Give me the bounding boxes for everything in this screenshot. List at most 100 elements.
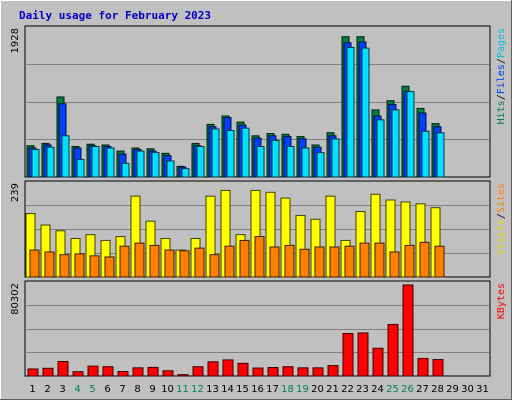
bar-pages-day-6 <box>106 147 115 178</box>
bar-sites-day-11 <box>179 250 190 278</box>
x-tick-label: 16 <box>251 384 264 395</box>
bar-kbytes-day-12 <box>192 366 204 377</box>
bar-kbytes-day-20 <box>312 367 324 377</box>
bar-sites-day-21 <box>329 246 340 278</box>
bar-pages-day-14 <box>226 129 235 178</box>
x-tick-label: 15 <box>236 384 249 395</box>
bar-pages-day-23 <box>361 47 370 178</box>
x-tick-label: 22 <box>341 384 354 395</box>
bar-pages-day-18 <box>286 146 295 178</box>
bar-pages-day-20 <box>316 152 325 178</box>
x-tick-label: 31 <box>476 384 489 395</box>
y-max-label: 239 <box>10 183 21 202</box>
bar-sites-day-7 <box>119 245 130 278</box>
bars-kbytes <box>27 284 444 377</box>
x-tick-label: 12 <box>191 384 204 395</box>
bars-hits-files-pages <box>26 36 445 178</box>
legend-visits: Visits <box>496 219 507 255</box>
x-tick-label: 3 <box>59 384 65 395</box>
bar-sites-day-3 <box>59 254 70 278</box>
bar-sites-day-19 <box>299 248 310 278</box>
bar-kbytes-day-21 <box>327 365 339 377</box>
bar-kbytes-day-25 <box>387 323 399 377</box>
bar-sites-day-13 <box>209 254 220 278</box>
bar-pages-day-2 <box>46 146 55 178</box>
bar-sites-day-22 <box>344 245 355 278</box>
x-tick-label: 9 <box>149 384 155 395</box>
x-tick-label: 13 <box>206 384 219 395</box>
x-tick-label: 14 <box>221 384 234 395</box>
bar-pages-day-8 <box>136 150 145 178</box>
legend-separator: / <box>496 94 507 100</box>
bar-sites-day-2 <box>44 251 55 278</box>
bar-kbytes-day-27 <box>417 357 429 377</box>
bar-pages-day-27 <box>421 130 430 178</box>
bar-pages-day-9 <box>151 152 160 178</box>
x-tick-label: 17 <box>266 384 279 395</box>
bar-kbytes-day-26 <box>402 284 414 377</box>
panel-legend: KBytes <box>496 283 507 319</box>
bar-sites-day-12 <box>194 247 205 278</box>
bar-pages-day-12 <box>196 146 205 178</box>
bar-sites-day-20 <box>314 246 325 278</box>
legend-separator: / <box>496 58 507 64</box>
x-tick-label: 29 <box>446 384 459 395</box>
bar-sites-day-1 <box>29 249 40 278</box>
bar-pages-day-19 <box>301 147 310 178</box>
bar-kbytes-day-8 <box>132 367 144 377</box>
bar-kbytes-day-15 <box>237 362 249 377</box>
x-tick-label: 21 <box>326 384 339 395</box>
x-tick-label: 11 <box>176 384 189 395</box>
panel-kbytes: 80302 KBytes <box>10 280 507 377</box>
x-tick-label: 10 <box>161 384 174 395</box>
bar-pages-day-5 <box>91 146 100 178</box>
bar-sites-day-27 <box>419 241 430 278</box>
bar-sites-day-8 <box>134 242 145 278</box>
x-tick-label: 27 <box>416 384 429 395</box>
bar-sites-day-26 <box>404 244 415 278</box>
x-tick-label: 26 <box>401 384 414 395</box>
bar-kbytes-day-19 <box>297 367 309 377</box>
bar-pages-day-11 <box>181 168 190 178</box>
bar-kbytes-day-10 <box>162 370 174 377</box>
bar-pages-day-7 <box>121 162 130 178</box>
bar-kbytes-day-14 <box>222 359 234 377</box>
bar-pages-day-22 <box>346 46 355 178</box>
bar-pages-day-1 <box>31 149 40 178</box>
panels: 1928Hits/Files/Pages239Visits/Sites80302… <box>10 25 507 377</box>
x-tick-label: 19 <box>296 384 309 395</box>
bar-pages-day-4 <box>76 158 85 178</box>
legend-separator: / <box>496 213 507 219</box>
bar-kbytes-day-4 <box>72 371 84 377</box>
x-tick-label: 20 <box>311 384 324 395</box>
bar-pages-day-28 <box>436 132 445 178</box>
bar-sites-day-16 <box>254 236 265 278</box>
bars-visits-sites <box>25 189 445 278</box>
x-tick-label: 28 <box>431 384 444 395</box>
bar-kbytes-day-17 <box>267 367 279 377</box>
bar-pages-day-10 <box>166 160 175 178</box>
bar-sites-day-18 <box>284 244 295 278</box>
panel-legend: Hits/Files/Pages <box>496 28 507 124</box>
bar-kbytes-day-22 <box>342 333 354 377</box>
x-tick-label: 23 <box>356 384 369 395</box>
bar-kbytes-day-13 <box>207 361 219 377</box>
bar-sites-day-6 <box>104 256 115 278</box>
x-tick-label: 7 <box>119 384 125 395</box>
x-tick-label: 2 <box>44 384 50 395</box>
bar-pages-day-24 <box>376 119 385 178</box>
x-tick-label: 4 <box>74 384 80 395</box>
x-tick-label: 30 <box>461 384 474 395</box>
bar-sites-day-9 <box>149 244 160 278</box>
legend-kbytes: KBytes <box>496 283 507 319</box>
bar-kbytes-day-23 <box>357 332 369 377</box>
bar-sites-day-24 <box>374 242 385 278</box>
bar-kbytes-day-9 <box>147 366 159 377</box>
x-axis: 1 2 3 4 5 6 7 8 9 10 11 12 13 14 15 16 17 18 19 20 21 22 23 24 2… <box>29 384 489 395</box>
y-max-label: 80302 <box>10 283 21 315</box>
bar-kbytes-day-16 <box>252 367 264 377</box>
bar-kbytes-day-2 <box>42 367 54 377</box>
bar-pages-day-13 <box>211 128 220 178</box>
bar-kbytes-day-28 <box>432 359 444 377</box>
